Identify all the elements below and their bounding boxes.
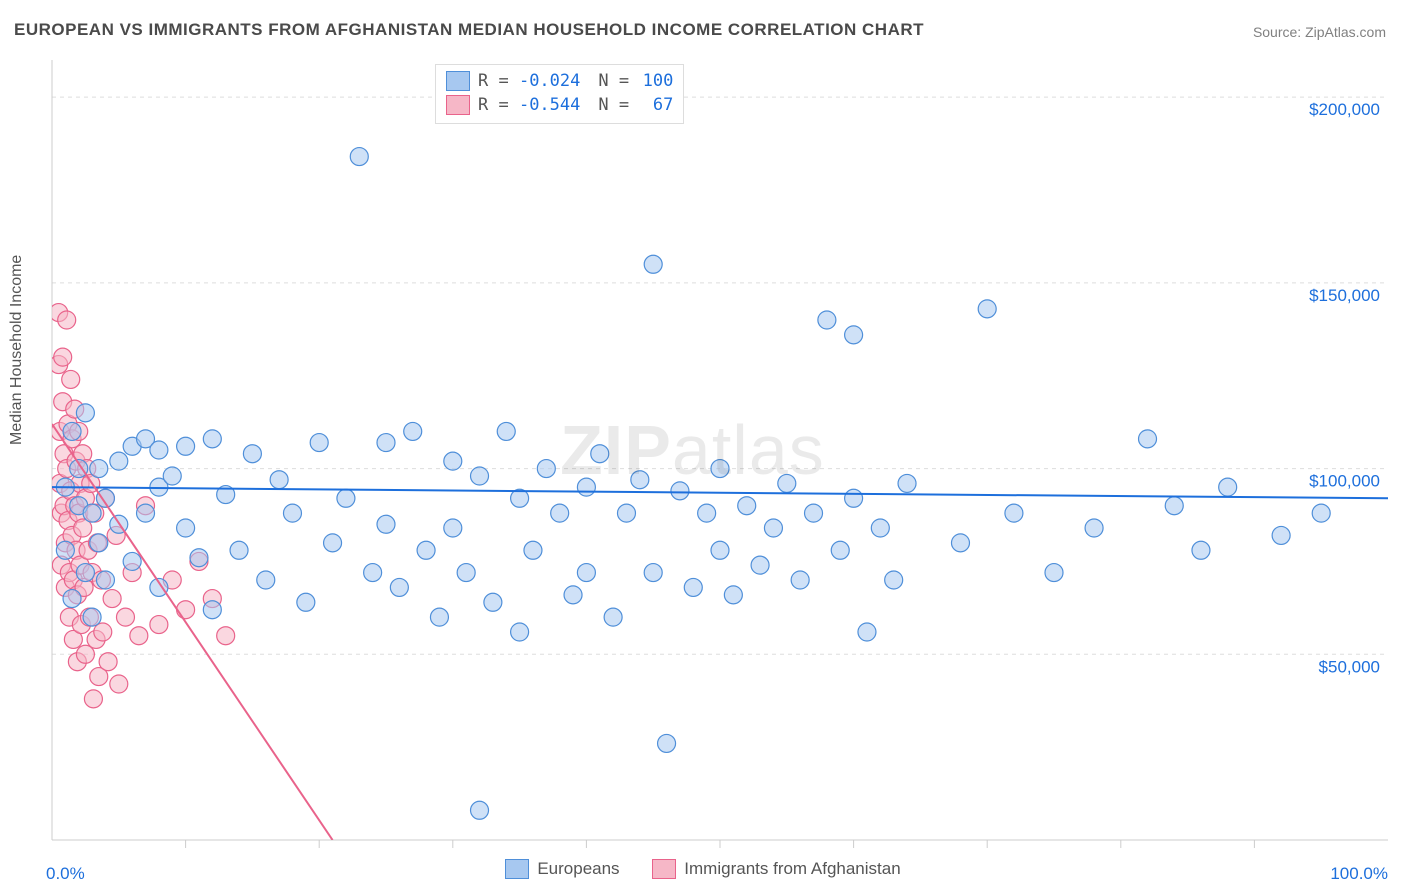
- swatch-bottom-europeans: [505, 859, 529, 879]
- legend-row-europeans: R = -0.024 N = 100: [446, 69, 673, 93]
- r-value-immigrants: -0.544: [519, 95, 580, 115]
- n-value-immigrants: 67: [639, 93, 673, 117]
- legend-item-immigrants: Immigrants from Afghanistan: [652, 859, 900, 879]
- legend-row-immigrants: R = -0.544 N = 67: [446, 93, 673, 117]
- correlation-legend: R = -0.024 N = 100 R = -0.544 N = 67: [435, 64, 684, 124]
- scatter-chart: $50,000 $100,000 $150,000 $200,000: [0, 0, 1406, 892]
- svg-text:$100,000: $100,000: [1309, 472, 1380, 491]
- n-value-europeans: 100: [639, 69, 673, 93]
- svg-text:$200,000: $200,000: [1309, 100, 1380, 119]
- x-axis-tick-left: 0.0%: [46, 864, 85, 884]
- x-axis-tick-right: 100.0%: [1330, 864, 1388, 884]
- swatch-bottom-immigrants: [652, 859, 676, 879]
- legend-label-europeans: Europeans: [537, 859, 619, 879]
- series-legend: Europeans Immigrants from Afghanistan: [0, 859, 1406, 884]
- swatch-immigrants: [446, 95, 470, 115]
- legend-item-europeans: Europeans: [505, 859, 619, 879]
- legend-label-immigrants: Immigrants from Afghanistan: [684, 859, 900, 879]
- r-value-europeans: -0.024: [519, 71, 580, 91]
- svg-text:$50,000: $50,000: [1319, 657, 1380, 676]
- swatch-europeans: [446, 71, 470, 91]
- svg-text:$150,000: $150,000: [1309, 286, 1380, 305]
